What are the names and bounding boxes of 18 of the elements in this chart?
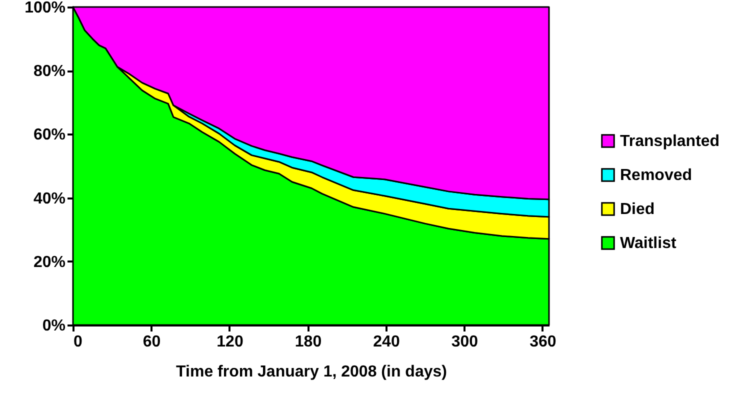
y-tick-label: 40%	[33, 190, 66, 208]
y-tick-label: 0%	[42, 318, 66, 334]
x-tick-label: 300	[451, 334, 478, 350]
y-tick-label: 100%	[24, 0, 66, 16]
legend-label: Removed	[620, 167, 692, 184]
x-axis-title: Time from January 1, 2008 (in days)	[176, 364, 447, 380]
legend-label: Died	[620, 201, 655, 218]
y-tick-label: 80%	[33, 63, 66, 80]
x-tick-label: 360	[530, 334, 556, 350]
legend-label: Transplanted	[620, 133, 720, 150]
y-tick-label: 60%	[33, 126, 66, 144]
y-tick-label: 20%	[33, 254, 66, 271]
x-tick-label: 0	[74, 334, 82, 350]
x-tick-label: 180	[294, 334, 322, 350]
x-tick-label: 60	[142, 334, 161, 350]
x-tick-label: 240	[373, 334, 400, 350]
legend-label: Waitlist	[620, 235, 677, 252]
x-tick-label: 120	[216, 334, 244, 350]
